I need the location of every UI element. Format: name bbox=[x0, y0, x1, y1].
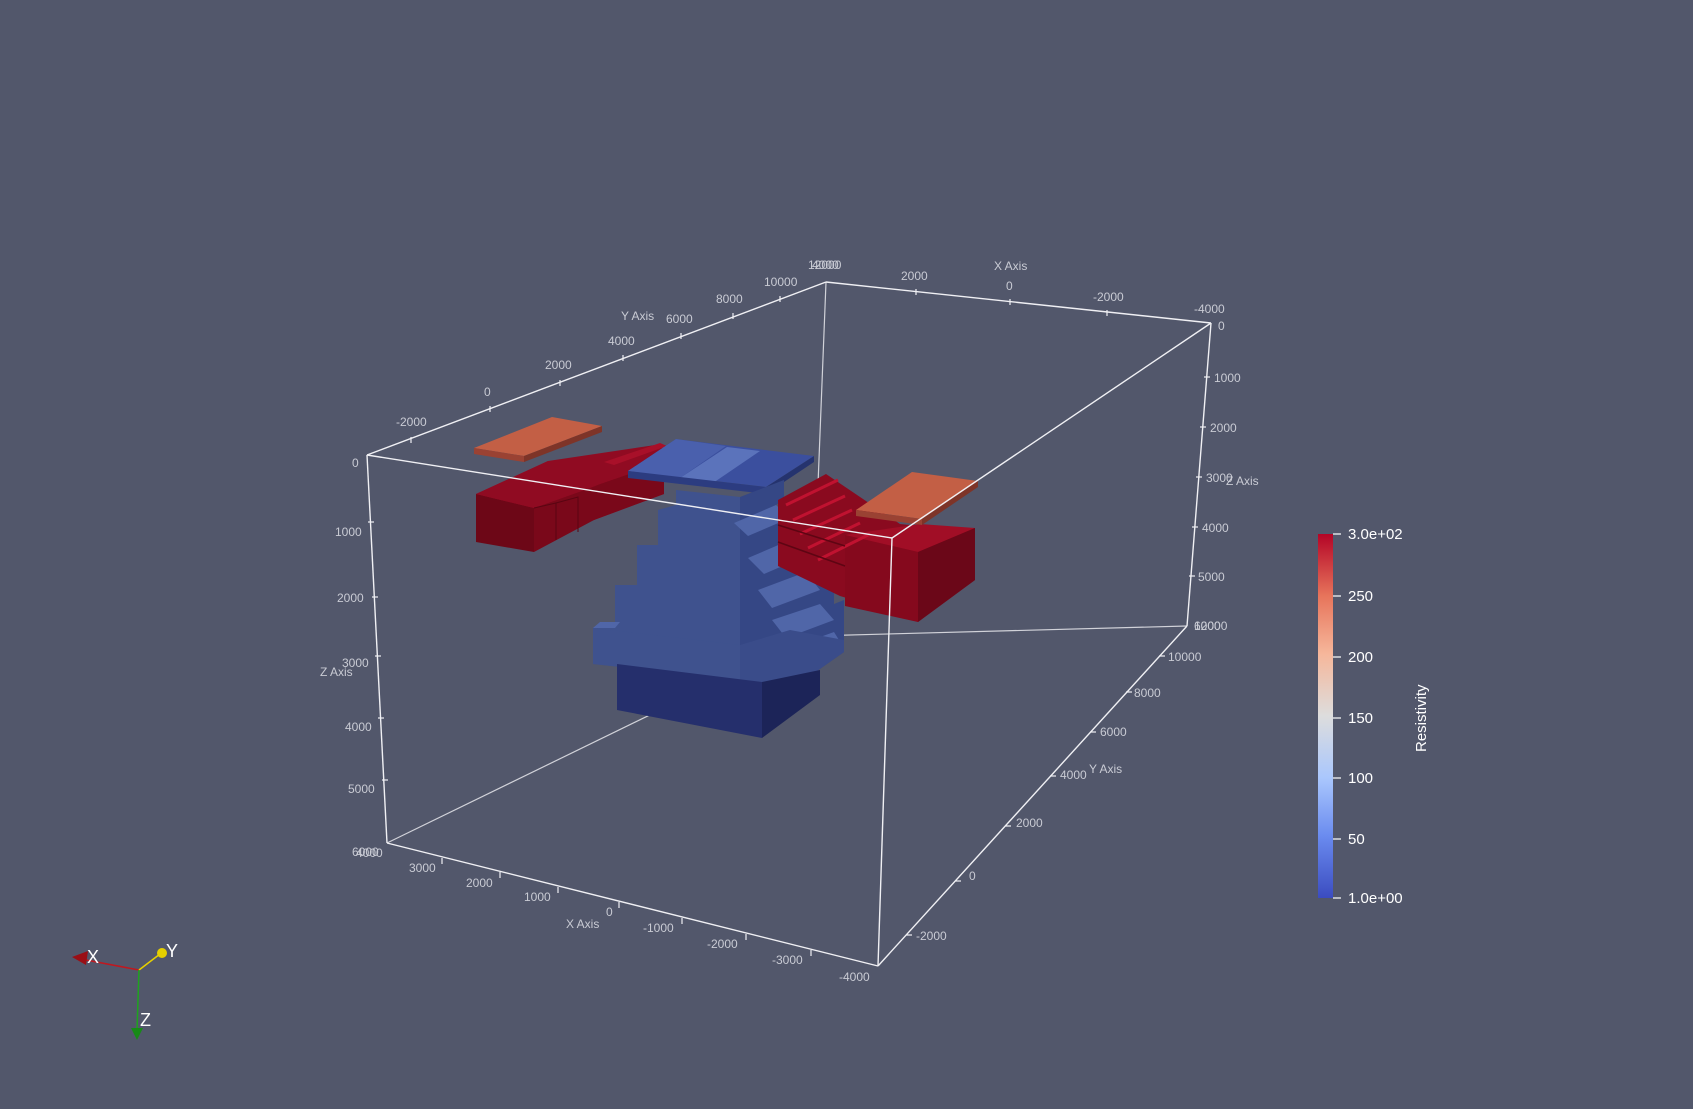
x-arrow-icon bbox=[72, 951, 88, 965]
tick-label: 4000 bbox=[1202, 521, 1229, 535]
tick-label: 3000 bbox=[409, 861, 436, 875]
tick-label: -3000 bbox=[772, 953, 803, 967]
y-axis-right-labels: -2000 0 2000 4000 6000 8000 10000 12000 … bbox=[916, 619, 1228, 943]
color-bar-tick-label: 250 bbox=[1348, 588, 1373, 605]
x-axis-bottom-labels: 4000 3000 2000 1000 0 -1000 -2000 -3000 … bbox=[356, 846, 870, 984]
tick-label: -2000 bbox=[707, 937, 738, 951]
tick-label: 6000 bbox=[352, 845, 379, 859]
tick-label: 6000 bbox=[666, 312, 693, 326]
orientation-z-label: Z bbox=[140, 1010, 151, 1030]
x-axis-title-front: X Axis bbox=[566, 917, 599, 931]
orientation-axes-widget[interactable]: X Y Z bbox=[72, 941, 178, 1040]
tick-label: 4000 bbox=[345, 720, 372, 734]
color-legend[interactable]: 3.0e+02 250 200 150 100 50 1.0e+00 Resis… bbox=[1318, 526, 1430, 907]
tick-label: 1000 bbox=[335, 525, 362, 539]
tick-label: 4000 bbox=[608, 334, 635, 348]
tick-label: 0 bbox=[606, 905, 613, 919]
z-arrow-icon bbox=[131, 1028, 143, 1040]
color-bar-tick-label: 100 bbox=[1348, 770, 1373, 787]
x-axis-title-back: X Axis bbox=[994, 259, 1027, 273]
red-block-left bbox=[476, 443, 667, 552]
bounding-box-front-edges bbox=[366, 281, 1212, 967]
tick-label: 0 bbox=[1218, 319, 1225, 333]
blue-pyramid bbox=[593, 439, 844, 738]
tick-label: 2000 bbox=[901, 269, 928, 283]
resistivity-model[interactable] bbox=[474, 417, 978, 738]
tick-label: 5000 bbox=[1198, 570, 1225, 584]
z-axis-title-left: Z Axis bbox=[320, 665, 353, 679]
z-axis-left-labels: 0 1000 2000 3000 4000 5000 6000 Z Axis bbox=[320, 456, 379, 859]
color-bar-max-label: 3.0e+02 bbox=[1348, 526, 1403, 543]
tick-label: 4000 bbox=[1060, 768, 1087, 782]
tick-label: -2000 bbox=[916, 929, 947, 943]
orange-slab-left bbox=[474, 417, 602, 462]
tick-label: 0 bbox=[484, 385, 491, 399]
tick-label: 12000 bbox=[808, 258, 842, 272]
red-block-right bbox=[777, 474, 975, 622]
tick-label: 5000 bbox=[348, 782, 375, 796]
tick-label: 2000 bbox=[545, 358, 572, 372]
tick-label: 3000 bbox=[342, 656, 369, 670]
y-axis-top-labels: -2000 0 2000 4000 6000 8000 10000 12000 … bbox=[396, 258, 842, 429]
tick-label: -2000 bbox=[1093, 290, 1124, 304]
orientation-x-label: X bbox=[87, 947, 99, 967]
color-bar-title: Resistivity bbox=[1413, 684, 1430, 752]
tick-label: -2000 bbox=[396, 415, 427, 429]
tick-label: -4000 bbox=[1194, 302, 1225, 316]
color-bar-tick-label: 150 bbox=[1348, 710, 1373, 727]
tick-label: 1000 bbox=[524, 890, 551, 904]
orange-slab-right bbox=[856, 472, 978, 525]
orientation-y-label: Y bbox=[166, 941, 178, 961]
color-bar-min-label: 1.0e+00 bbox=[1348, 890, 1403, 907]
tick-label: 0 bbox=[969, 869, 976, 883]
color-bar-ticks bbox=[1333, 533, 1341, 899]
tick-label: 4000 bbox=[812, 258, 839, 272]
tick-label: -4000 bbox=[839, 970, 870, 984]
tick-label: 2000 bbox=[1210, 421, 1237, 435]
tick-label: 10000 bbox=[764, 275, 798, 289]
tick-marks bbox=[368, 289, 1210, 956]
tick-label: 2000 bbox=[466, 876, 493, 890]
tick-label: 0 bbox=[1006, 279, 1013, 293]
tick-label: 8000 bbox=[1134, 686, 1161, 700]
tick-label: 2000 bbox=[1016, 816, 1043, 830]
tick-label: 4000 bbox=[356, 846, 383, 860]
tick-label: -1000 bbox=[643, 921, 674, 935]
tick-label: 12000 bbox=[1194, 619, 1228, 633]
color-bar-tick-label: 50 bbox=[1348, 831, 1365, 848]
tick-label: 0 bbox=[352, 456, 359, 470]
tick-label: 6000 bbox=[1194, 619, 1221, 633]
z-axis-right-labels: 0 1000 2000 3000 4000 5000 6000 Z Axis bbox=[1194, 319, 1259, 633]
tick-label: 1000 bbox=[1214, 371, 1241, 385]
x-axis-top-labels: 4000 2000 0 -2000 -4000 X Axis bbox=[812, 258, 1225, 316]
y-axis-title-right: Y Axis bbox=[1089, 762, 1122, 776]
tick-label: 10000 bbox=[1168, 650, 1202, 664]
color-bar[interactable] bbox=[1318, 534, 1333, 898]
tick-label: 8000 bbox=[716, 292, 743, 306]
tick-label: 2000 bbox=[337, 591, 364, 605]
tick-label: 3000 bbox=[1206, 471, 1233, 485]
z-axis-title-right: Z Axis bbox=[1226, 474, 1259, 488]
y-arrow-icon bbox=[157, 948, 167, 958]
tick-label: 6000 bbox=[1100, 725, 1127, 739]
color-bar-tick-label: 200 bbox=[1348, 649, 1373, 666]
y-axis-title-left: Y Axis bbox=[621, 309, 654, 323]
